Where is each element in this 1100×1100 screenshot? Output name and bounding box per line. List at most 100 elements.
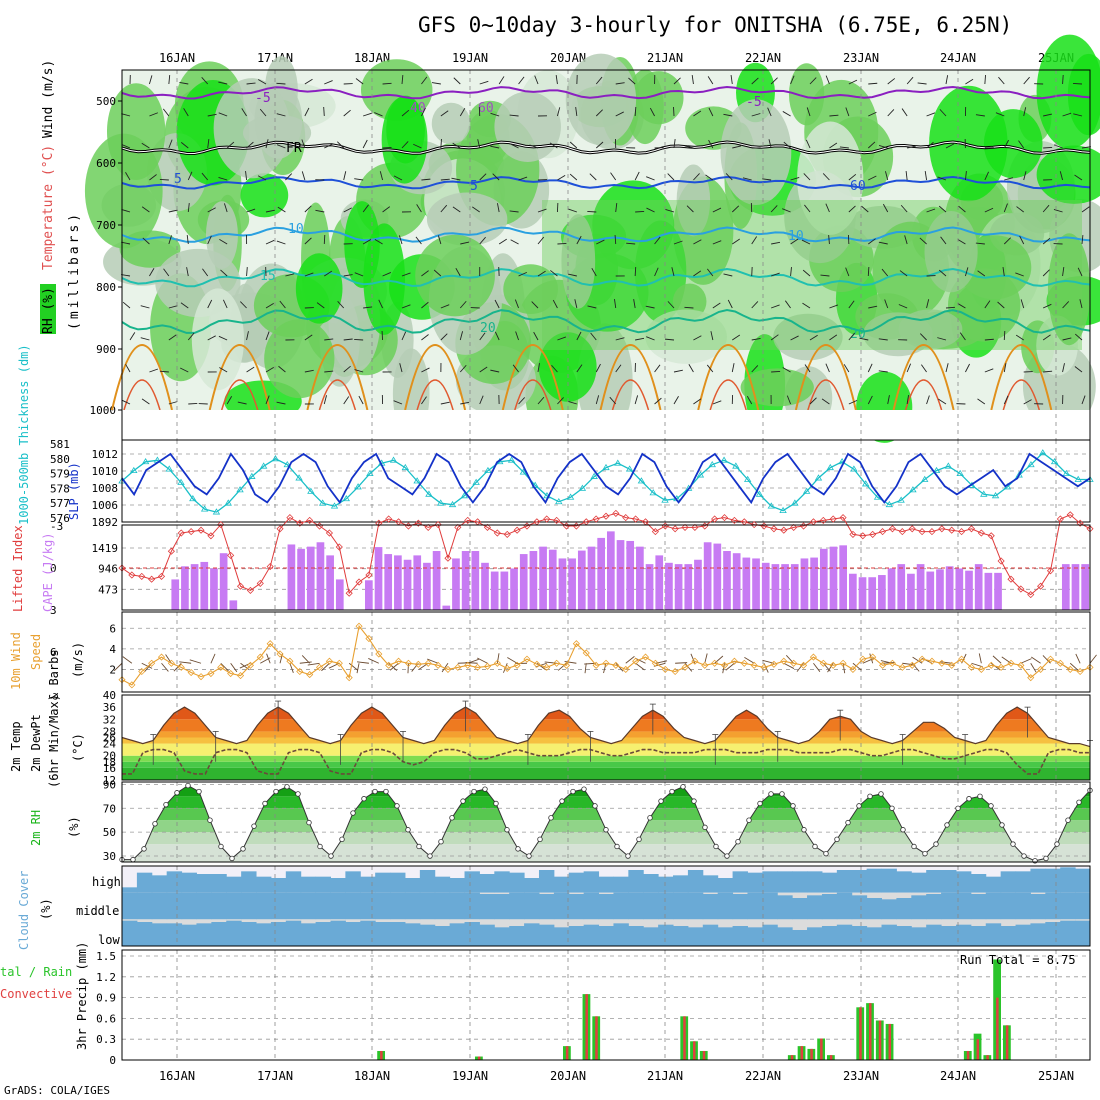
wind-barb [246, 266, 248, 277]
wind-barb [121, 208, 131, 213]
wind-speed-point [256, 653, 264, 661]
wind-barb [510, 239, 519, 245]
wind-barb [226, 141, 235, 149]
wind-barb [279, 300, 286, 309]
cloud-cell [122, 887, 138, 893]
cape-bar [1081, 564, 1089, 610]
lifted-index-point [424, 523, 432, 531]
wind-barb [1023, 399, 1032, 405]
wind-barb [141, 662, 153, 669]
lifted-index-point [622, 514, 630, 522]
wind-barb [354, 178, 364, 181]
lifted-index-point [266, 563, 274, 571]
run-total-label: Run Total = 8.75 [960, 953, 1076, 967]
rh-point [999, 822, 1005, 828]
cloud-cell [702, 894, 719, 920]
cape-bar [965, 570, 973, 610]
rh-point [350, 810, 356, 816]
wind-barb [555, 75, 558, 85]
rh-point [845, 819, 851, 826]
cape-bar [781, 564, 789, 610]
temp-label-2: 2m DewPt [29, 714, 43, 772]
wind-barb [343, 171, 347, 181]
wind-barb [665, 209, 675, 213]
wind-barb [518, 271, 527, 277]
lifted-index-point [236, 582, 245, 590]
thickness-line [121, 452, 1090, 513]
wind-barb [919, 237, 927, 245]
lifted-index-point [296, 519, 304, 527]
chart-title: GFS 0~10day 3-hourly for ONITSHA (6.75E,… [418, 13, 1012, 37]
warm-isotherm-arch-inner [123, 379, 161, 411]
wind-barb [568, 400, 577, 405]
cloud-cell [598, 894, 614, 920]
wind-speed-point [711, 659, 719, 667]
rh-point [625, 853, 631, 859]
date-label-bottom: 18JAN [354, 1069, 390, 1083]
date-label-bottom: 25JAN [1038, 1069, 1074, 1083]
rh-point [944, 822, 950, 828]
precip-tick-label: 0.6 [96, 1012, 116, 1025]
wind-barb [1072, 82, 1083, 85]
wind-barb [323, 106, 325, 117]
wind-speed-point [1046, 655, 1055, 663]
isotherm-label: 5 [470, 179, 478, 194]
wind-barb [218, 81, 228, 85]
cloud-cell [747, 927, 763, 946]
wind-barb [919, 333, 927, 341]
cape-bar [810, 557, 818, 610]
wind-barb [265, 239, 275, 245]
wind-barb [803, 173, 811, 181]
cloud-cell [390, 872, 406, 893]
cape-bar [452, 558, 460, 610]
cloud-cell [136, 872, 153, 893]
wind-speed-point [177, 663, 185, 671]
rh-unit-label: (%) [67, 816, 81, 838]
warm-isotherm-arch-inner [807, 379, 845, 411]
wind-barb [121, 241, 131, 245]
wind-barb [867, 141, 876, 149]
wind-speed-point [1037, 665, 1045, 673]
wind-barb [187, 332, 195, 341]
thickness-point [342, 494, 350, 502]
thickness-point [519, 468, 528, 475]
wind-barb [207, 139, 210, 149]
precip-tick-label: 1.5 [96, 950, 116, 963]
wind-barb [337, 301, 345, 309]
rh-contour-fill [626, 69, 664, 145]
cape-bar [723, 551, 731, 610]
wind-barb [187, 171, 193, 181]
lifted-index-point [958, 528, 966, 536]
wind-barb [440, 138, 442, 149]
cape-bar [829, 546, 838, 610]
thickness-point [472, 478, 480, 485]
wind-barb [575, 107, 578, 117]
lifted-index-point [1017, 585, 1025, 593]
rh-point [856, 803, 862, 809]
wind-barb [433, 269, 442, 277]
wind-barb [162, 108, 170, 117]
cloud-cell [464, 871, 480, 893]
cloud-cell [583, 871, 600, 893]
thickness-frame [121, 439, 1091, 523]
cape-bar [577, 550, 586, 610]
rh-point [251, 823, 257, 829]
wind-barb [355, 78, 364, 85]
cloud-cell [449, 923, 466, 946]
cloud-cell [494, 927, 510, 946]
cloud-cell [1075, 868, 1091, 893]
wind-barb [839, 146, 849, 149]
wind-barb [771, 241, 781, 245]
cape-bar [481, 562, 489, 610]
cloud-cell [509, 892, 525, 920]
wind-barb [382, 147, 392, 149]
cloud-cell [419, 870, 436, 893]
wind-barb [479, 332, 486, 341]
wind-barb [771, 371, 781, 373]
rh-point [1076, 799, 1082, 805]
wind-barb [884, 299, 889, 309]
warm-isotherm-arch-inner [514, 379, 552, 411]
wind-barb [1062, 74, 1064, 85]
rh-point [515, 846, 521, 852]
